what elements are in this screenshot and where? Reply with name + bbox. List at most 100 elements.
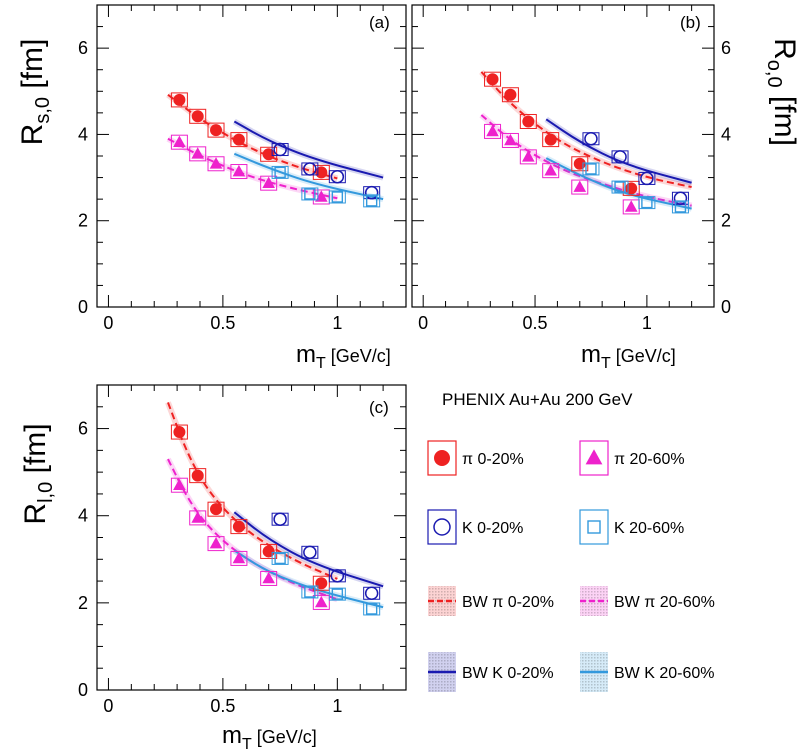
panel-a-ylabel-sub: s,0 — [32, 97, 54, 124]
panel-c-ylabel-sub: l,0 — [35, 482, 57, 503]
legend-label: π 20-60% — [614, 451, 685, 468]
fit-band — [479, 112, 693, 209]
panel-a-ylabel-unit: [fm] — [16, 39, 49, 97]
sys-error-box — [271, 165, 289, 179]
legend-box — [579, 509, 609, 545]
data-point — [315, 166, 328, 179]
legend-items: π 0-20% π 20-60% K 0-20% K 20-60% BW π 0-20%… — [427, 440, 715, 692]
panel-a-xlabel-sub: T — [316, 355, 326, 372]
data-point — [674, 201, 687, 213]
x-tick-label: 1 — [332, 696, 342, 716]
fit-curve — [545, 157, 692, 210]
panel-c-xlabel-sub: T — [242, 736, 252, 753]
fit-curve — [545, 118, 692, 184]
data-point — [544, 164, 557, 176]
panel-c-frame — [96, 384, 407, 691]
data-point — [303, 545, 317, 560]
x-tick-label: 1 — [642, 313, 652, 333]
sys-error-box — [207, 122, 225, 138]
panel-b-ylabel: Ro,0 [fm] — [763, 38, 801, 146]
y-tick-label: 4 — [78, 124, 88, 144]
sys-error-box — [484, 123, 502, 139]
data-point — [625, 182, 638, 195]
data-point — [304, 586, 316, 598]
sys-error-box — [519, 113, 537, 129]
sys-error-box — [312, 594, 330, 610]
data-point — [365, 603, 378, 615]
data-point — [613, 150, 627, 164]
sys-error-box — [170, 424, 188, 440]
svg-text:mT [GeV/c]: mT [GeV/c] — [296, 341, 391, 372]
sys-error-box — [312, 575, 330, 591]
panel-c-xlabel: mT [GeV/c] — [222, 722, 317, 753]
y-tick-label: 2 — [78, 593, 88, 613]
panel-b-frame — [411, 4, 715, 308]
y-tick-label: 4 — [78, 506, 88, 526]
data-point — [364, 586, 379, 601]
sys-error-box — [189, 108, 207, 124]
legend-marker — [433, 518, 451, 536]
legend: PHENIX Au+Au 200 GeV π 0-20% π 20-60% K 0-… — [427, 390, 715, 692]
legend-entry: BW K 0-20% — [428, 652, 554, 692]
data-point — [504, 133, 517, 146]
panel-a-frame — [96, 4, 407, 308]
panel-b-xlabel-main: m — [581, 341, 601, 368]
sys-error-box — [170, 477, 188, 493]
legend-label: BW π 20-60% — [614, 594, 715, 611]
panel-c-label: (c) — [369, 398, 389, 417]
fit-curve — [480, 71, 692, 189]
sys-error-box — [301, 187, 319, 201]
x-tick-label: 0 — [103, 313, 113, 333]
sys-error-box — [571, 179, 589, 195]
data-point — [262, 176, 275, 188]
svg-text:mT [GeV/c]: mT [GeV/c] — [581, 341, 676, 372]
legend-marker — [587, 520, 601, 534]
data-point — [330, 169, 345, 184]
data-point — [673, 191, 688, 206]
svg-text:Rl,0 [fm]: Rl,0 [fm] — [19, 423, 57, 524]
data-point — [274, 552, 286, 565]
sys-error-box — [230, 132, 248, 148]
y-tick-label: 0 — [78, 297, 88, 317]
fit-band — [165, 401, 339, 582]
data-point — [191, 511, 205, 523]
sys-error-box — [501, 132, 519, 148]
data-point — [173, 426, 186, 439]
sys-error-box — [671, 200, 689, 214]
legend-entry: BW K 20-60% — [580, 652, 714, 692]
panel-a-xlabel: mT [GeV/c] — [296, 341, 391, 372]
fit-curve — [233, 511, 384, 588]
sys-error-box — [170, 92, 188, 108]
panel-b-xlabel-sub: T — [601, 355, 611, 372]
panel-b-plot: 0 0.5 1 0 2 4 6 — [412, 4, 731, 333]
y-tick-label: 2 — [721, 211, 731, 231]
panel-c: (c) Rl,0 [fm] mT [GeV/c] 0 0.5 1 0 2 4 6 — [19, 384, 407, 753]
legend-label: BW K 0-20% — [462, 665, 554, 682]
data-point — [640, 171, 654, 186]
data-point — [273, 142, 287, 157]
data-point — [210, 503, 223, 516]
fit-curve — [233, 120, 384, 179]
x-tick-label: 0.5 — [210, 313, 235, 333]
data-point — [331, 191, 344, 203]
legend-label: BW K 20-60% — [614, 665, 714, 682]
panel-a-xlabel-unit: [GeV/c] — [326, 346, 391, 366]
sys-error-box — [622, 180, 640, 196]
data-point — [522, 115, 535, 128]
panel-c-xlabel-unit: [GeV/c] — [252, 727, 317, 747]
fit-curve — [480, 114, 692, 207]
panel-b-ylabel-sub: o,0 — [763, 60, 785, 88]
legend-entry: π 20-60% — [579, 440, 685, 476]
data-point — [232, 133, 245, 146]
panel-b-label: (b) — [680, 13, 701, 32]
data-point — [191, 110, 204, 123]
panel-a-xlabel-main: m — [296, 341, 316, 368]
legend-entry: K 0-20% — [427, 509, 523, 545]
sys-error-box — [328, 190, 346, 204]
sys-error-box — [207, 501, 225, 517]
sys-error-box — [260, 543, 278, 559]
data-point — [330, 569, 345, 583]
x-tick-label: 0 — [103, 696, 113, 716]
x-tick-label: 0.5 — [523, 313, 548, 333]
data-point — [173, 478, 186, 491]
